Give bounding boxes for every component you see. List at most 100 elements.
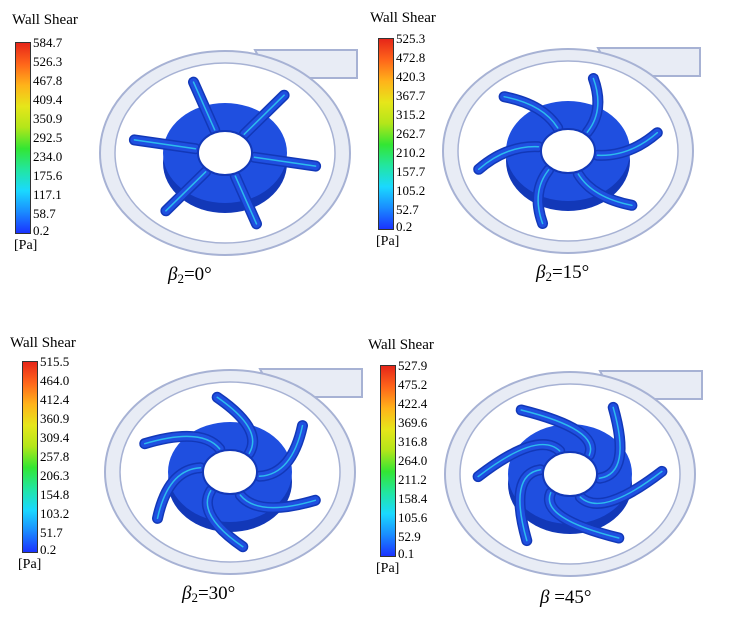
- panel-caption: β2=30°: [182, 583, 235, 606]
- impeller-blade-edge: [234, 175, 258, 225]
- impeller-blade-edge: [143, 435, 221, 450]
- legend-tick: 58.7: [33, 206, 56, 221]
- caption-value: =0°: [183, 264, 212, 285]
- colorbar: [378, 38, 394, 230]
- legend-tick: 0.2: [33, 223, 50, 238]
- impeller-blade-edge: [239, 494, 317, 509]
- legend-tick: 527.9: [398, 358, 428, 373]
- caption-value: =15°: [551, 262, 590, 283]
- panel-beta-45: Wall Shear 527.9 475.2 422.4 369.6 316.8…: [368, 311, 736, 622]
- impeller-blade-edge: [598, 406, 621, 480]
- legend-title: Wall Shear: [12, 12, 78, 28]
- legend-tick: 360.9: [40, 411, 70, 426]
- legend-tick: 315.2: [396, 107, 426, 122]
- legend-tick: 105.6: [398, 510, 428, 525]
- legend-tick: 422.4: [398, 396, 428, 411]
- impeller-eye: [197, 130, 253, 176]
- impeller-blade-edge: [520, 409, 592, 456]
- impeller-blade-edge: [253, 156, 317, 167]
- impeller-blade-edge: [548, 492, 620, 539]
- legend-ticks: 525.3 472.8 420.3 367.7 315.2 262.7 210.…: [396, 31, 456, 234]
- legend-tick: 210.2: [396, 145, 426, 160]
- legend-tick: 262.7: [396, 126, 426, 141]
- legend-tick: 206.3: [40, 468, 70, 483]
- legend-tick: 51.7: [40, 525, 63, 540]
- caption-value: =30°: [197, 583, 236, 604]
- impeller-blade-edge: [596, 131, 659, 157]
- legend-tick: 367.7: [396, 88, 426, 103]
- impeller-blade-edge: [133, 139, 197, 150]
- legend-tick: 117.1: [33, 187, 62, 202]
- legend-tick: 105.2: [396, 183, 426, 198]
- impeller-blade-edge: [477, 145, 540, 171]
- impeller-blade-edge: [156, 466, 202, 520]
- legend-tick: 0.2: [40, 542, 57, 557]
- impeller-blade-edge: [586, 77, 599, 133]
- pump-impeller-render: [444, 370, 703, 577]
- impeller-eye: [540, 128, 596, 174]
- legend-tick: 464.0: [40, 373, 70, 388]
- legend-tick: 412.4: [40, 392, 70, 407]
- legend-tick: 103.2: [40, 506, 70, 521]
- legend-tick: 157.7: [396, 164, 426, 179]
- legend-tick: 350.9: [33, 111, 63, 126]
- legend-title: Wall Shear: [10, 335, 76, 351]
- legend-tick: 0.2: [396, 219, 413, 234]
- legend-ticks: 584.7 526.3 467.8 409.4 350.9 292.5 234.…: [33, 35, 93, 238]
- legend-tick: 467.8: [33, 73, 63, 88]
- legend-tick: 158.4: [398, 491, 428, 506]
- legend-tick: 234.0: [33, 149, 63, 164]
- pump-impeller-render: [104, 368, 363, 575]
- impeller-eye: [542, 451, 598, 497]
- impeller-blade-edge: [519, 468, 542, 542]
- impeller-blade-edge: [577, 173, 633, 207]
- legend-tick: 525.3: [396, 31, 426, 46]
- impeller-blade-edge: [243, 94, 285, 135]
- pump-impeller-render: [99, 49, 358, 256]
- legend-tick: 316.8: [398, 434, 428, 449]
- colorbar: [15, 42, 31, 234]
- legend-tick: 292.5: [33, 130, 63, 145]
- panel-caption: β2=15°: [536, 262, 589, 285]
- impeller-blade-edge: [477, 443, 561, 478]
- legend-tick: 472.8: [396, 50, 426, 65]
- impeller-blade-edge: [537, 169, 550, 225]
- caption-value: =45°: [549, 587, 592, 608]
- legend-tick: 154.8: [40, 487, 70, 502]
- legend-tick: 420.3: [396, 69, 426, 84]
- legend-tick: 584.7: [33, 35, 63, 50]
- unit-label: [Pa]: [14, 238, 38, 253]
- pump-impeller-render: [442, 47, 701, 254]
- caption-symbol: β: [540, 587, 550, 608]
- caption-subscript: 2: [545, 269, 552, 284]
- legend-tick: 52.7: [396, 202, 419, 217]
- impeller-blade-edge: [503, 95, 559, 129]
- caption-symbol: β: [168, 264, 178, 285]
- legend-tick: 175.6: [33, 168, 63, 183]
- legend-ticks: 527.9 475.2 422.4 369.6 316.8 264.0 211.…: [398, 358, 458, 561]
- colorbar: [22, 361, 38, 553]
- legend-tick: 264.0: [398, 453, 428, 468]
- panel-caption: β2=0°: [168, 264, 212, 287]
- panel-caption: β =45°: [540, 587, 592, 610]
- legend-ticks: 515.5 464.0 412.4 360.9 309.4 257.8 206.…: [40, 354, 100, 557]
- impeller-blade-edge: [206, 490, 244, 548]
- caption-subscript: 2: [191, 590, 198, 605]
- impeller-eye: [202, 449, 258, 495]
- legend-tick: 515.5: [40, 354, 70, 369]
- legend-tick: 475.2: [398, 377, 428, 392]
- impeller-blade-edge: [579, 470, 663, 505]
- impeller-blade-edge: [165, 171, 207, 212]
- colorbar: [380, 365, 396, 557]
- impeller-blade-edge: [192, 81, 216, 131]
- panel-beta-15: Wall Shear 525.3 472.8 420.3 367.7 315.2…: [368, 0, 736, 311]
- legend-title: Wall Shear: [370, 10, 436, 26]
- legend-tick: 309.4: [40, 430, 70, 445]
- panel-beta-30: Wall Shear 515.5 464.0 412.4 360.9 309.4…: [0, 311, 368, 622]
- legend-tick: 0.1: [398, 546, 415, 561]
- legend-tick: 369.6: [398, 415, 428, 430]
- unit-label: [Pa]: [376, 234, 400, 249]
- caption-symbol: β: [182, 583, 192, 604]
- legend-tick: 526.3: [33, 54, 63, 69]
- legend-tick: 409.4: [33, 92, 63, 107]
